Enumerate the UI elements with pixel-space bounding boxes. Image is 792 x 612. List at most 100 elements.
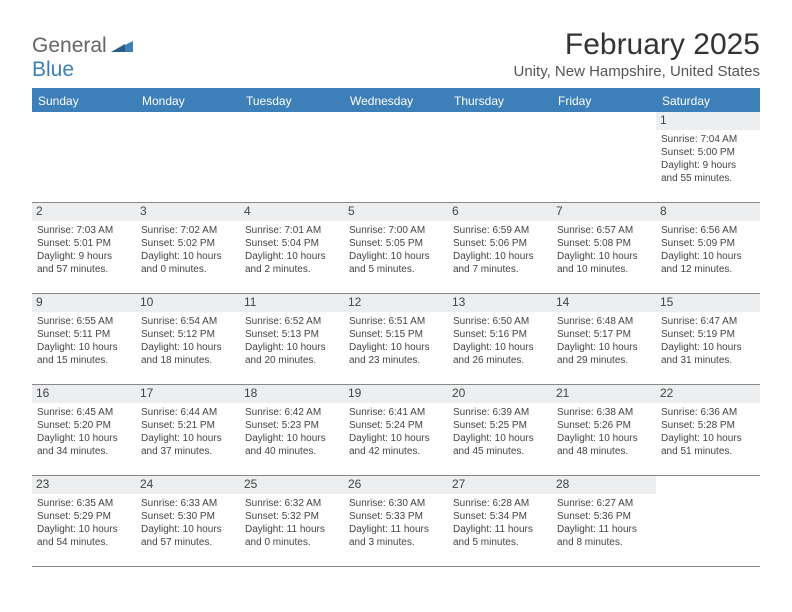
info-line: and 12 minutes. <box>661 263 755 276</box>
info-line: Sunset: 5:01 PM <box>37 237 131 250</box>
info-line: and 55 minutes. <box>661 172 755 185</box>
calendar-cell: 7Sunrise: 6:57 AMSunset: 5:08 PMDaylight… <box>552 203 656 294</box>
calendar-cell: 5Sunrise: 7:00 AMSunset: 5:05 PMDaylight… <box>344 203 448 294</box>
info-line: Daylight: 10 hours <box>141 523 235 536</box>
info-line: Sunrise: 6:45 AM <box>37 406 131 419</box>
info-line: Sunrise: 6:59 AM <box>453 224 547 237</box>
day-number: 20 <box>448 385 552 403</box>
day-info: Sunrise: 6:42 AMSunset: 5:23 PMDaylight:… <box>245 406 339 458</box>
info-line: Sunrise: 6:56 AM <box>661 224 755 237</box>
info-line: Daylight: 10 hours <box>661 341 755 354</box>
info-line: Sunset: 5:28 PM <box>661 419 755 432</box>
info-line: and 7 minutes. <box>453 263 547 276</box>
info-line: Daylight: 11 hours <box>453 523 547 536</box>
info-line: Sunset: 5:13 PM <box>245 328 339 341</box>
calendar-cell <box>240 112 344 203</box>
day-number: 2 <box>32 203 136 221</box>
info-line: Daylight: 9 hours <box>37 250 131 263</box>
info-line: Sunrise: 7:00 AM <box>349 224 443 237</box>
calendar-cell: 13Sunrise: 6:50 AMSunset: 5:16 PMDayligh… <box>448 294 552 385</box>
info-line: and 42 minutes. <box>349 445 443 458</box>
info-line: and 2 minutes. <box>245 263 339 276</box>
day-number: 1 <box>656 112 760 130</box>
calendar-cell: 3 Sunrise: 7:02 AMSunset: 5:02 PMDaylight… <box>136 203 240 294</box>
logo-word2: Blue <box>32 58 74 81</box>
day-info: Sunrise: 6:30 AMSunset: 5:33 PMDaylight:… <box>349 497 443 549</box>
info-line: Daylight: 10 hours <box>349 432 443 445</box>
info-line: and 5 minutes. <box>453 536 547 549</box>
day-info: Sunrise: 7:04 AMSunset: 5:00 PMDaylight:… <box>661 133 755 185</box>
info-line: and 18 minutes. <box>141 354 235 367</box>
location-text: Unity, New Hampshire, United States <box>514 63 760 80</box>
info-line: Sunrise: 6:50 AM <box>453 315 547 328</box>
info-line: Sunset: 5:26 PM <box>557 419 651 432</box>
day-number: 6 <box>448 203 552 221</box>
info-line: Sunset: 5:20 PM <box>37 419 131 432</box>
info-line: Daylight: 10 hours <box>141 341 235 354</box>
day-number: 5 <box>344 203 448 221</box>
info-line: Sunset: 5:05 PM <box>349 237 443 250</box>
info-line: and 51 minutes. <box>661 445 755 458</box>
day-info: Sunrise: 7:03 AMSunset: 5:01 PMDaylight:… <box>37 224 131 276</box>
calendar-cell: 12Sunrise: 6:51 AMSunset: 5:15 PMDayligh… <box>344 294 448 385</box>
info-line: Daylight: 10 hours <box>557 250 651 263</box>
calendar-cell: 1 Sunrise: 7:04 AMSunset: 5:00 PMDaylight… <box>656 112 760 203</box>
logo: General Blue <box>32 28 133 82</box>
calendar-cell: 20Sunrise: 6:39 AMSunset: 5:25 PMDayligh… <box>448 385 552 476</box>
calendar-cell: 19Sunrise: 6:41 AMSunset: 5:24 PMDayligh… <box>344 385 448 476</box>
calendar-cell: 4Sunrise: 7:01 AMSunset: 5:04 PMDaylight… <box>240 203 344 294</box>
header: General Blue February 2025 Unity, New Ha… <box>32 28 760 82</box>
info-line: and 31 minutes. <box>661 354 755 367</box>
day-number: 12 <box>344 294 448 312</box>
calendar-cell: 21Sunrise: 6:38 AMSunset: 5:26 PMDayligh… <box>552 385 656 476</box>
info-line: Sunset: 5:19 PM <box>661 328 755 341</box>
calendar-cell: 18Sunrise: 6:42 AMSunset: 5:23 PMDayligh… <box>240 385 344 476</box>
calendar-cell: 26Sunrise: 6:30 AMSunset: 5:33 PMDayligh… <box>344 476 448 567</box>
info-line: Daylight: 11 hours <box>245 523 339 536</box>
day-number: 9 <box>32 294 136 312</box>
day-info: Sunrise: 6:41 AMSunset: 5:24 PMDaylight:… <box>349 406 443 458</box>
day-number: 14 <box>552 294 656 312</box>
info-line: Sunset: 5:11 PM <box>37 328 131 341</box>
info-line: Daylight: 10 hours <box>245 250 339 263</box>
calendar-cell: 27Sunrise: 6:28 AMSunset: 5:34 PMDayligh… <box>448 476 552 567</box>
info-line: Sunrise: 6:42 AM <box>245 406 339 419</box>
info-line: and 23 minutes. <box>349 354 443 367</box>
day-number: 3 <box>136 203 240 221</box>
day-header: Tuesday <box>240 90 344 112</box>
info-line: Sunset: 5:36 PM <box>557 510 651 523</box>
day-number: 10 <box>136 294 240 312</box>
info-line: Daylight: 10 hours <box>245 432 339 445</box>
day-number: 11 <box>240 294 344 312</box>
calendar-cell <box>448 112 552 203</box>
day-number: 16 <box>32 385 136 403</box>
calendar-cell: 28Sunrise: 6:27 AMSunset: 5:36 PMDayligh… <box>552 476 656 567</box>
calendar-cell <box>136 112 240 203</box>
info-line: Sunset: 5:08 PM <box>557 237 651 250</box>
logo-text: General Blue <box>32 34 133 82</box>
day-info: Sunrise: 7:02 AMSunset: 5:02 PMDaylight:… <box>141 224 235 276</box>
calendar-cell: 15Sunrise: 6:47 AMSunset: 5:19 PMDayligh… <box>656 294 760 385</box>
info-line: and 20 minutes. <box>245 354 339 367</box>
calendar-cell <box>552 112 656 203</box>
info-line: Sunrise: 6:44 AM <box>141 406 235 419</box>
day-number: 15 <box>656 294 760 312</box>
info-line: Sunrise: 6:54 AM <box>141 315 235 328</box>
info-line: Sunset: 5:15 PM <box>349 328 443 341</box>
info-line: Sunset: 5:25 PM <box>453 419 547 432</box>
day-info: Sunrise: 6:52 AMSunset: 5:13 PMDaylight:… <box>245 315 339 367</box>
info-line: Sunrise: 6:39 AM <box>453 406 547 419</box>
calendar-cell: 17Sunrise: 6:44 AMSunset: 5:21 PMDayligh… <box>136 385 240 476</box>
day-number: 13 <box>448 294 552 312</box>
calendar-cell: 10Sunrise: 6:54 AMSunset: 5:12 PMDayligh… <box>136 294 240 385</box>
calendar-cell: 24Sunrise: 6:33 AMSunset: 5:30 PMDayligh… <box>136 476 240 567</box>
info-line: Sunrise: 6:41 AM <box>349 406 443 419</box>
info-line: Sunset: 5:06 PM <box>453 237 547 250</box>
info-line: and 48 minutes. <box>557 445 651 458</box>
info-line: Daylight: 10 hours <box>141 432 235 445</box>
calendar-cell: 22Sunrise: 6:36 AMSunset: 5:28 PMDayligh… <box>656 385 760 476</box>
info-line: Daylight: 10 hours <box>557 341 651 354</box>
day-number: 17 <box>136 385 240 403</box>
day-info: Sunrise: 6:59 AMSunset: 5:06 PMDaylight:… <box>453 224 547 276</box>
info-line: Daylight: 10 hours <box>245 341 339 354</box>
